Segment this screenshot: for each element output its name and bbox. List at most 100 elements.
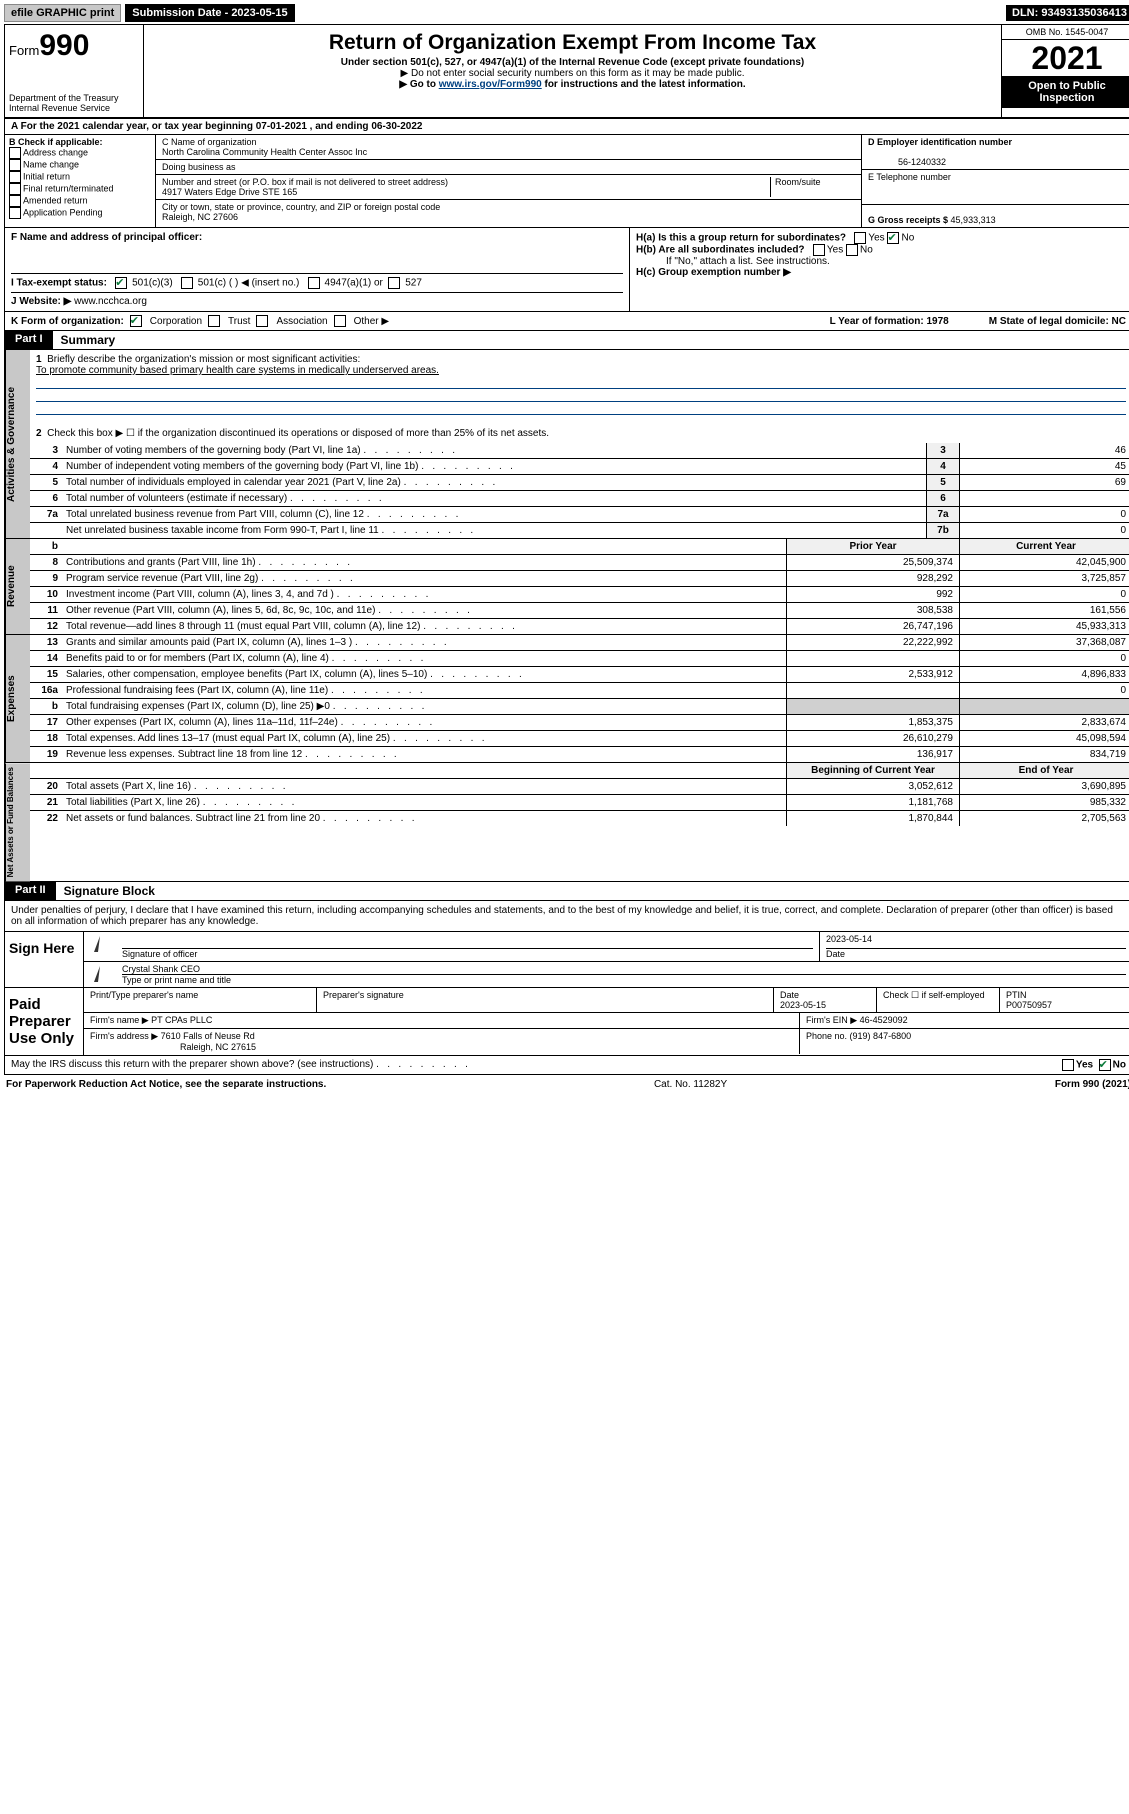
exp-line: 13 Grants and similar amounts paid (Part… [30, 635, 1129, 651]
ln-text: Grants and similar amounts paid (Part IX… [62, 635, 786, 650]
hb-no: No [860, 245, 873, 256]
note-1: ▶ Do not enter social security numbers o… [152, 68, 993, 79]
ln-num: 9 [30, 571, 62, 586]
opt-name: Name change [23, 159, 79, 169]
gov-line: 3 Number of voting members of the govern… [30, 443, 1129, 459]
ln-end: 2,705,563 [959, 811, 1129, 826]
col-f: F Name and address of principal officer:… [5, 228, 629, 311]
ha-yes: Yes [868, 233, 884, 244]
exp-line: 15 Salaries, other compensation, employe… [30, 667, 1129, 683]
note2-post: for instructions and the latest informat… [542, 79, 746, 90]
ck-4947[interactable] [308, 277, 320, 289]
ck-initial[interactable] [9, 171, 21, 183]
form-title: Return of Organization Exempt From Incom… [152, 31, 993, 55]
firm-city-val: Raleigh, NC 27615 [90, 1042, 256, 1052]
col-h: H(a) Is this a group return for subordin… [629, 228, 1129, 311]
ln-text: Total expenses. Add lines 13–17 (must eq… [62, 731, 786, 746]
ln-text: Total unrelated business revenue from Pa… [62, 507, 926, 522]
row-k: K Form of organization: Corporation Trus… [4, 312, 1129, 331]
net-hdr-t [62, 763, 786, 778]
i-o2: 501(c) ( ) ◀ (insert no.) [198, 278, 300, 289]
net-line: 21 Total liabilities (Part X, line 26) 1… [30, 795, 1129, 811]
ck-irs-yes[interactable] [1062, 1059, 1074, 1071]
ck-501c3[interactable] [115, 277, 127, 289]
mission-text: To promote community based primary healt… [36, 365, 439, 376]
k-o2: Trust [228, 316, 250, 327]
k-l: L Year of formation: 1978 [830, 316, 949, 327]
ln-text: Net unrelated business taxable income fr… [62, 523, 926, 538]
ln-current: 161,556 [959, 603, 1129, 618]
ck-pending[interactable] [9, 207, 21, 219]
i-label: I Tax-exempt status: [11, 278, 107, 289]
submission-date-button[interactable]: Submission Date - 2023-05-15 [125, 4, 294, 22]
sect-net: Net Assets or Fund Balances Beginning of… [4, 763, 1129, 882]
k-o1: Corporation [150, 316, 202, 327]
rev-line: 12 Total revenue—add lines 8 through 11 … [30, 619, 1129, 634]
addr-val: 4917 Waters Edge Drive STE 165 [162, 187, 297, 197]
efile-button[interactable]: efile GRAPHIC print [4, 4, 121, 22]
prep-date-label: Date [780, 990, 799, 1000]
ck-assoc[interactable] [256, 315, 268, 327]
ck-ha-yes[interactable] [854, 232, 866, 244]
col-begin: Beginning of Current Year [786, 763, 959, 778]
ck-other[interactable] [334, 315, 346, 327]
paid-cells: Print/Type preparer's name Preparer's si… [84, 988, 1129, 1055]
col-prior: Prior Year [786, 539, 959, 554]
city-val: Raleigh, NC 27606 [162, 212, 238, 222]
ck-527[interactable] [388, 277, 400, 289]
ln-num: 12 [30, 619, 62, 634]
irs-link[interactable]: www.irs.gov/Form990 [439, 79, 542, 90]
part2-header: Part II Signature Block [4, 882, 1129, 901]
tab-net: Net Assets or Fund Balances [5, 763, 30, 881]
dba-label: Doing business as [162, 162, 236, 172]
ck-trust[interactable] [208, 315, 220, 327]
ln-begin: 1,870,844 [786, 811, 959, 826]
ck-ha-no[interactable] [887, 232, 899, 244]
ln-box: 3 [926, 443, 959, 458]
prep-check-cell: Check ☐ if self-employed [877, 988, 1000, 1012]
opt-pending: Application Pending [23, 207, 103, 217]
g-label: G Gross receipts $ [868, 215, 951, 225]
ln-box: 7a [926, 507, 959, 522]
sig-name-cell: Crystal Shank CEO Type or print name and… [116, 962, 1129, 987]
ln-text: Other revenue (Part VIII, column (A), li… [62, 603, 786, 618]
phone-val: (919) 847-6800 [850, 1031, 912, 1041]
ck-amended[interactable] [9, 195, 21, 207]
ln-current: 2,833,674 [959, 715, 1129, 730]
cell-e: E Telephone number [862, 170, 1129, 205]
ck-final[interactable] [9, 183, 21, 195]
prep-name-cell: Print/Type preparer's name [84, 988, 317, 1012]
ck-name-change[interactable] [9, 159, 21, 171]
exp-line: 14 Benefits paid to or for members (Part… [30, 651, 1129, 667]
gov-line: 7a Total unrelated business revenue from… [30, 507, 1129, 523]
cell-dba: Doing business as [156, 160, 861, 175]
j-label: J Website: ▶ [11, 296, 74, 307]
exp-line: 19 Revenue less expenses. Subtract line … [30, 747, 1129, 762]
ck-501c[interactable] [181, 277, 193, 289]
firm-addr-cell: Firm's address ▶ 7610 Falls of Neuse RdR… [84, 1029, 800, 1054]
footer: For Paperwork Reduction Act Notice, see … [4, 1075, 1129, 1094]
col-c: C Name of organization North Carolina Co… [156, 135, 861, 227]
firm-addr-label: Firm's address ▶ [90, 1031, 161, 1041]
ck-hb-yes[interactable] [813, 244, 825, 256]
ln-num: 17 [30, 715, 62, 730]
k-o3: Association [276, 316, 327, 327]
sig-date-label: Date [826, 949, 845, 959]
part2-title: Signature Block [56, 882, 163, 900]
ck-corp[interactable] [130, 315, 142, 327]
ha-no: No [901, 233, 914, 244]
mission-block: 1 Briefly describe the organization's mi… [30, 350, 1129, 443]
ck-hb-no[interactable] [846, 244, 858, 256]
pen-icon-2 [90, 964, 104, 984]
sig-name-label: Type or print name and title [122, 975, 231, 985]
ck-irs-no[interactable] [1099, 1059, 1111, 1071]
tax-year: 2021 [1002, 40, 1129, 76]
ln-text: Benefits paid to or for members (Part IX… [62, 651, 786, 666]
ln-prior: 26,610,279 [786, 731, 959, 746]
ck-address-change[interactable] [9, 147, 21, 159]
i-o3: 4947(a)(1) or [325, 278, 383, 289]
gov-line: 5 Total number of individuals employed i… [30, 475, 1129, 491]
ln-val: 45 [959, 459, 1129, 474]
ln-num: 4 [30, 459, 62, 474]
ln-current [959, 699, 1129, 714]
